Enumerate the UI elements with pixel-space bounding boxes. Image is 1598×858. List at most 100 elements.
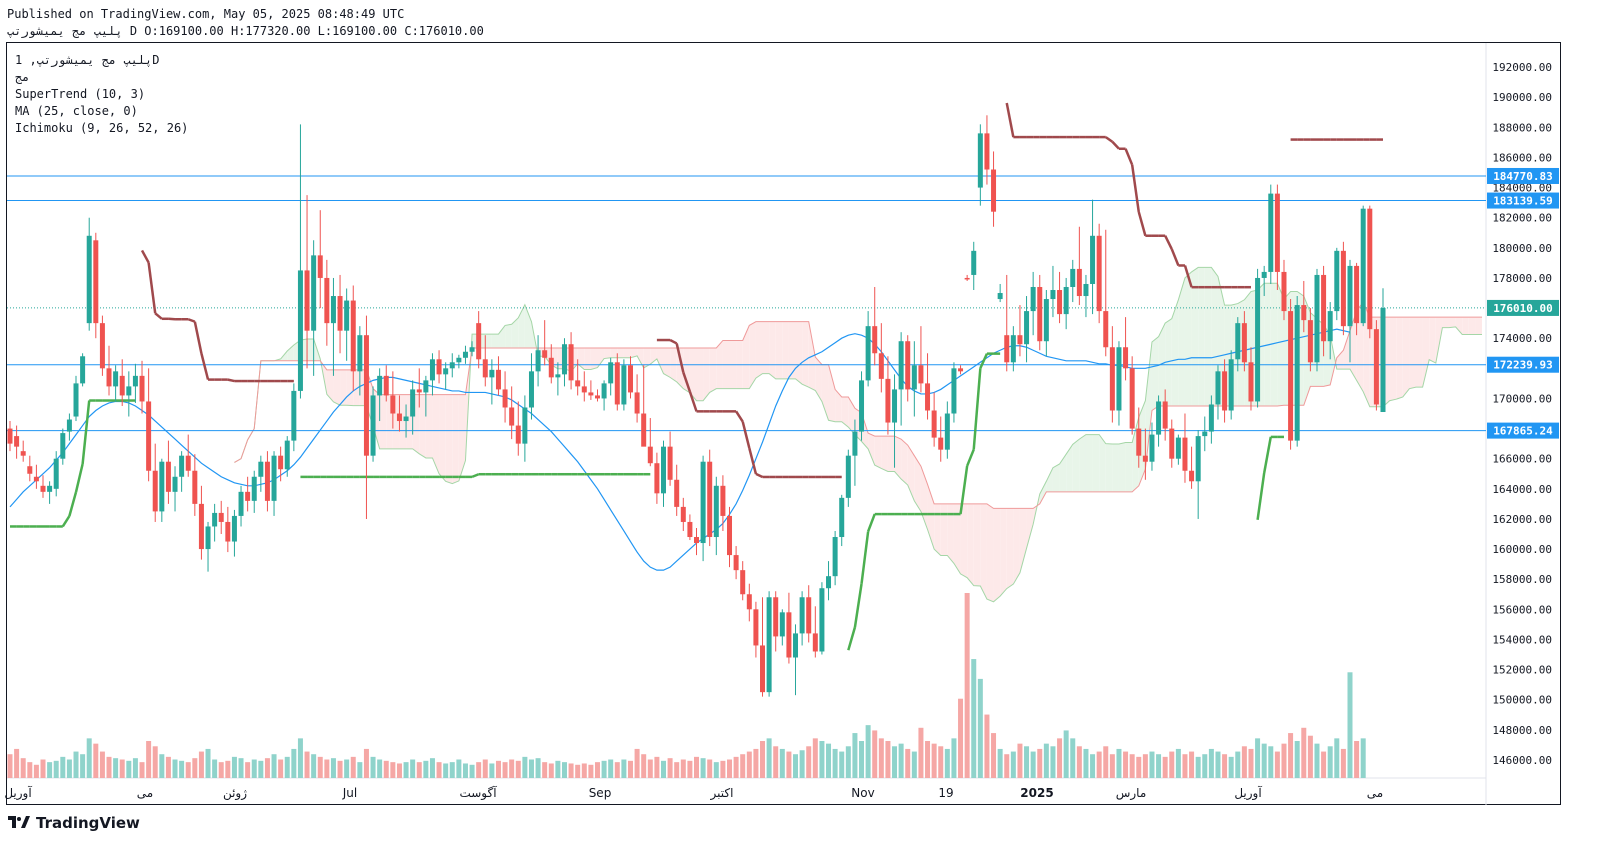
ichimoku-cloud-segment: [505, 324, 512, 348]
volume-bar: [535, 758, 541, 778]
candle-body: [1334, 250, 1340, 312]
volume-bar: [14, 748, 20, 778]
candle-body: [106, 368, 112, 387]
ichimoku-cloud-segment: [1184, 271, 1192, 406]
volume-bar: [20, 758, 26, 778]
ichimoku-cloud-segment: [815, 357, 822, 402]
y-tick-label: 190000.00: [1492, 91, 1552, 104]
volume-bar: [1004, 754, 1010, 778]
supertrend-segment: [140, 249, 150, 264]
chart-frame[interactable]: [6, 42, 1561, 805]
volume-bar: [126, 760, 132, 778]
candle-body: [832, 537, 838, 577]
volume-bar: [740, 754, 746, 778]
ichimoku-cloud-segment: [1204, 267, 1212, 406]
ichimoku-cloud-segment: [980, 503, 987, 600]
candle-body: [1268, 193, 1274, 272]
volume-bar: [1103, 746, 1109, 778]
candle-body: [1195, 436, 1201, 482]
ichimoku-cloud-segment: [762, 321, 770, 374]
ichimoku-cloud-segment: [643, 347, 651, 368]
candle-body: [476, 323, 482, 360]
ichimoku-cloud-segment: [498, 325, 506, 348]
candle-body: [264, 461, 270, 501]
candle-body: [20, 451, 26, 456]
volume-bar: [304, 751, 310, 778]
volume-bar: [1307, 735, 1313, 778]
ichimoku-cloud-segment: [346, 369, 354, 406]
volume-bar: [1030, 751, 1036, 778]
y-tick-label: 160000.00: [1492, 543, 1552, 556]
volume-bar: [588, 764, 594, 778]
candle-body: [746, 594, 752, 610]
volume-bar: [40, 759, 46, 778]
candle-body: [1228, 359, 1234, 411]
candle-body: [146, 401, 152, 471]
volume-bar: [443, 763, 449, 778]
candle-body: [852, 431, 858, 456]
candle-body: [1043, 299, 1049, 342]
candle-body: [456, 357, 462, 363]
volume-bar: [852, 733, 858, 778]
volume-bar: [925, 741, 931, 778]
ichimoku-cloud-segment: [1343, 330, 1350, 370]
ichimoku-cloud-segment: [986, 503, 994, 602]
volume-bar: [1195, 756, 1201, 778]
candle-body: [363, 335, 369, 456]
ichimoku-cloud-segment: [1191, 267, 1199, 406]
volume-bar: [720, 760, 726, 778]
candle-body: [528, 371, 534, 408]
ichimoku-cloud-segment: [630, 347, 638, 358]
tradingview-logo[interactable]: TradingView: [8, 814, 140, 832]
ichimoku-cloud-segment: [742, 325, 750, 389]
volume-bar: [786, 751, 792, 778]
volume-bar: [377, 759, 383, 778]
volume-bar: [608, 759, 614, 778]
candle-body: [1024, 311, 1030, 345]
candle-body: [522, 407, 528, 444]
candle-body: [66, 419, 72, 432]
candle-body: [865, 326, 871, 381]
x-tick-label: می: [1367, 786, 1383, 800]
candle-body: [80, 356, 86, 384]
candle-body: [132, 375, 138, 387]
ichimoku-cloud-segment: [828, 364, 836, 422]
candle-body: [33, 476, 39, 482]
level-price-tag-bg: [1487, 422, 1559, 439]
volume-bar: [416, 762, 422, 778]
legend-supertrend: SuperTrend (10, 3): [15, 87, 146, 101]
volume-bar: [542, 762, 548, 778]
level-price-tag: 184770.83: [1493, 170, 1553, 183]
ichimoku-cloud-segment: [775, 321, 783, 379]
volume-bar: [324, 759, 330, 778]
candle-body: [383, 375, 389, 396]
candle-body: [944, 413, 950, 450]
volume-bar: [1070, 738, 1076, 778]
supertrend-segment: [1105, 136, 1114, 143]
ichimoku-cloud-segment: [584, 347, 591, 370]
ichimoku-cloud-segment: [1066, 444, 1073, 492]
ichimoku-cloud-segment: [1092, 434, 1100, 492]
supertrend-segment: [1130, 164, 1141, 213]
legend-symbol: پلیپ مج یمیشورتپ, 1D: [15, 53, 160, 67]
candle-body: [1380, 307, 1386, 413]
candle-body: [555, 374, 561, 378]
supertrend-segment: [847, 626, 857, 651]
candle-body: [1083, 283, 1089, 297]
ichimoku-cloud-segment: [782, 321, 789, 379]
candle-body: [304, 270, 310, 331]
candle-body: [390, 395, 396, 414]
candle-body: [159, 461, 165, 512]
volume-bar: [1156, 754, 1162, 778]
candle-body: [1255, 277, 1261, 402]
volume-bar: [799, 750, 805, 778]
y-tick-label: 184000.00: [1492, 182, 1552, 195]
volume-bar: [984, 714, 990, 778]
candle-body: [1373, 329, 1379, 405]
volume-bar: [297, 738, 303, 778]
volume-bar: [621, 759, 627, 778]
candle-body: [760, 645, 766, 693]
volume-bar: [594, 762, 600, 778]
ichimoku-cloud-segment: [901, 439, 908, 486]
